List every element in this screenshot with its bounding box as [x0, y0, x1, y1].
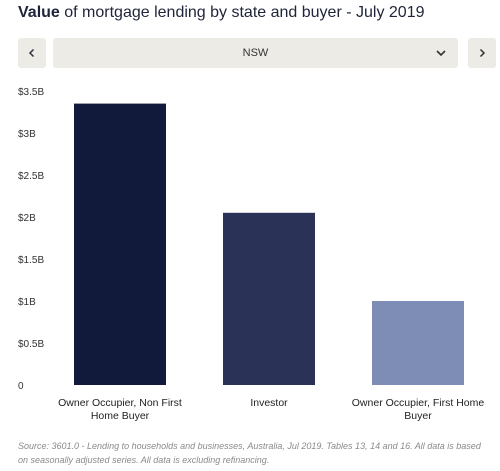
y-tick-label: $2B — [18, 213, 36, 224]
chart-title: Value of mortgage lending by state and b… — [18, 4, 424, 22]
x-category-label: Investor — [250, 397, 288, 409]
next-state-button[interactable] — [468, 38, 496, 68]
chart-title-rest: of mortgage lending by state and buyer -… — [59, 4, 425, 21]
x-category-label: Home Buyer — [91, 410, 150, 422]
previous-state-button[interactable] — [18, 38, 46, 68]
state-navigator: NSW — [18, 38, 496, 68]
y-tick-label: $1.5B — [18, 255, 44, 266]
chart-title-bold: Value — [18, 4, 60, 21]
x-category-label: Owner Occupier, Non First — [58, 397, 182, 409]
x-category-label: Owner Occupier, First Home — [352, 397, 485, 409]
chevron-down-icon — [436, 50, 446, 57]
bar[interactable] — [372, 301, 464, 385]
chevron-right-icon — [479, 48, 486, 58]
chevron-left-icon — [28, 48, 35, 58]
y-tick-label: 0 — [18, 381, 24, 392]
x-category-label: Buyer — [404, 410, 432, 422]
y-tick-label: $3B — [18, 129, 36, 140]
y-tick-label: $1B — [18, 297, 36, 308]
bar[interactable] — [223, 212, 315, 385]
bar[interactable] — [74, 103, 166, 385]
y-tick-label: $3.5B — [18, 87, 44, 98]
state-select-value: NSW — [242, 47, 269, 59]
source-note: Source: 3601.0 - Lending to households a… — [18, 441, 481, 465]
y-tick-label: $0.5B — [18, 339, 44, 350]
y-tick-label: $2.5B — [18, 171, 44, 182]
state-select[interactable]: NSW — [53, 38, 458, 68]
bar-chart: 0 $0.5B $1B $1.5B $2B $2.5B $3B $3.5B Owner Occu… — [18, 87, 485, 422]
